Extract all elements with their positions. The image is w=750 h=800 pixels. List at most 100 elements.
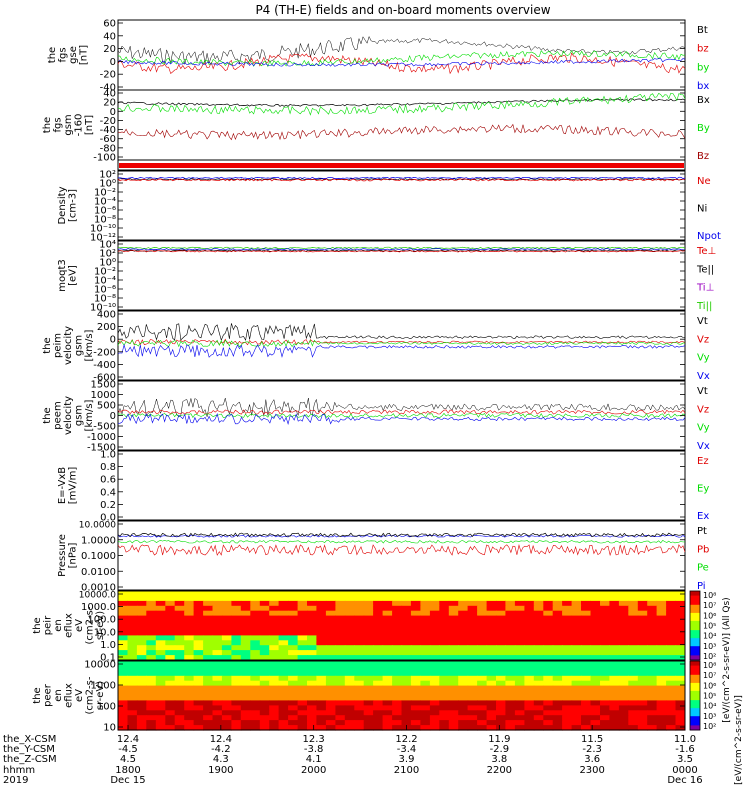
panel-p9-ylabel-line-3: eflux [64,613,75,638]
panel-p6-ytick-3: 0 [110,411,116,422]
panel-p1-trace-0 [117,35,686,65]
xaxis-x-1: 12.4 [210,734,232,745]
panel-p6-legend-1: Vz [697,404,709,415]
panel-p8-ytick-0: 10.0000 [79,521,116,531]
panel-p5-trace-2 [117,339,686,348]
panel-p8-trace-1 [117,534,686,538]
panel-p5-ytick-4: -400 [93,360,116,371]
panel-p8-legend-3: Pi [697,581,706,592]
panel-p6-trace-0 [117,397,686,417]
panel-p1-trace-3 [117,58,686,67]
panel-p4-ytick-3: 10⁻² [94,267,116,278]
panel-p6-trace-2 [117,412,686,419]
panel-p9-colorbar [689,590,701,661]
panel-p8-legend-0: Pt [697,526,707,537]
panel-p5-legend-0: Vt [697,316,708,327]
panel-p1-ytick-2: 20 [103,44,116,55]
panel-p2-trace-0 [117,98,686,107]
panel-p3-legend-2: Npot [697,231,721,242]
panel-p9-ylabel: the peir en eflux eV (cm2-s-sr-eV) [32,606,106,644]
panel-p3-trace-2 [117,176,686,180]
panel-p10-colorbar [689,660,701,731]
xaxis-hhmm-6: 0000 [672,765,697,776]
panel-p2-legend-0: Bx [697,95,710,106]
panel-p6-ylabel-line-3: gsm [74,405,85,426]
panel-p3-ytick-6: 10⁻¹⁰ [90,224,116,235]
panel-p10-cbtick-0: 10⁸ [703,661,716,670]
panel-p10-ylabel-line-4: eV [74,689,85,702]
panel-p6-legend-0: Vt [697,386,708,397]
panel-p1-ytick-4: -20 [100,70,116,81]
panel-p7-ytick-4: 0.2 [100,500,116,511]
panel-p2-ylabel-line-2: gsm [63,114,74,135]
panel-p1-frame [117,19,686,91]
panel-p10-ytick-2: 100 [97,702,116,713]
xaxis-y-3: -3.4 [397,744,417,755]
panel-p3-ytick-4: 10⁻⁶ [94,206,116,217]
panel-p4-ytick-1: 10² [99,249,116,260]
panel-p3-ytick-1: 10⁰ [99,179,116,190]
panel-p9-cbtick-0: 10⁸ [703,591,716,600]
xaxis-y-2: -3.8 [304,744,324,755]
panel-p9-ylabel-line-5: (cm2-s- [85,606,96,644]
panel-p10-frame [117,660,686,731]
panel-p2-ylabel-line-4: [nT] [84,115,95,135]
panel-p5-ylabel-line-0: the [42,337,53,353]
panel-p6-ytick-4: -500 [93,422,116,433]
panel-p2-legend-1: By [697,123,710,134]
panel-p9-cbtick-6: 10² [703,652,716,661]
panel-p7-ytick-3: 0.4 [100,487,116,498]
panel-p7: 1.00.8 0.60.4 0.2 0.0 E=-VxB [mV/m] Ez Ey Ex [57,450,709,524]
xaxis-hhmm-0: 1800 [115,765,140,776]
xaxis-z-4: 3.8 [491,754,507,765]
panel-p1-ytick-1: 40 [103,31,116,42]
panel-p2-ytick-6: -80 [100,143,116,154]
panel-p8-ytick-1: 1.0000 [81,535,116,546]
panel-p5-trace-1 [117,338,686,346]
panel-p5-trace-3 [117,343,686,358]
panel-p4-ylabel-line-1: [eV] [68,265,79,286]
panel-p9-ytick-2: 100.0 [87,615,116,626]
xaxis-z-5: 3.6 [584,754,600,765]
panel-p6-ylabel: the peem velocity gsm [km/s] [42,396,95,435]
status-strip-bar [119,163,684,168]
panel-p1-trace-1 [117,52,686,75]
panel-p8-ylabel: Pressure [nPa] [57,534,79,577]
panel-p10-ytick-1: 1000 [91,681,116,692]
panel-p1-legend-3: bx [697,81,709,92]
panel-p6-trace-1 [117,409,686,415]
panel-p9-ytick-0: 10000.0 [79,591,116,601]
xaxis-hhmm-4: 2200 [487,765,512,776]
panel-p10-cbtick-6: 10² [703,722,716,731]
panel-p4-ytick-6: 10⁻⁸ [94,294,116,305]
panel-p5-ytick-1: 200 [97,322,116,333]
xaxis-y-5: -2.3 [582,744,602,755]
panel-p5-ytick-5: -600 [93,373,116,384]
panel-p5-ytick-3: -200 [93,347,116,358]
xaxis-z-6: 3.5 [677,754,693,765]
panel-p7-legend-1: Ey [697,484,709,495]
panel-p8-ylabel-line-1: [nPa] [68,542,79,568]
panel-p8-legend-2: Pe [697,563,709,574]
panel-p1-legend-1: bz [697,44,709,55]
xaxis-z-3: 3.9 [399,754,415,765]
panel-p8-legend-1: Pb [697,544,709,555]
panel-p1-ylabel: the fgs gse [nT] [47,45,90,65]
panel-p7-ylabel: E=-VxB [mV/m] [57,467,79,505]
panel-p2-ytick-4: -40 [100,125,116,136]
xaxis-y-1: -4.2 [211,744,231,755]
panel-p6-trace-3 [117,413,686,426]
panel-p2-ytick-2: 0 [110,107,116,118]
panel-p3-legend-1: Ni [697,204,707,215]
panel-p1-legend-2: by [697,62,709,73]
xaxis-x-4: 11.9 [488,734,510,745]
panel-p7-ylabel-line-1: [mV/m] [68,467,79,505]
panel-p6-ylabel-line-4: [km/s] [84,399,95,431]
panel-p3-frame [117,170,686,241]
panel-p9-ytick-4: 1.0 [100,640,116,651]
panel-p1-trace-2 [117,49,686,68]
panel-p4-legend-1: Te|| [696,264,714,275]
panel-p3-ylabel: Density [cm-3] [57,186,79,224]
panel-p4-legend-0: Te⊥ [696,246,716,257]
